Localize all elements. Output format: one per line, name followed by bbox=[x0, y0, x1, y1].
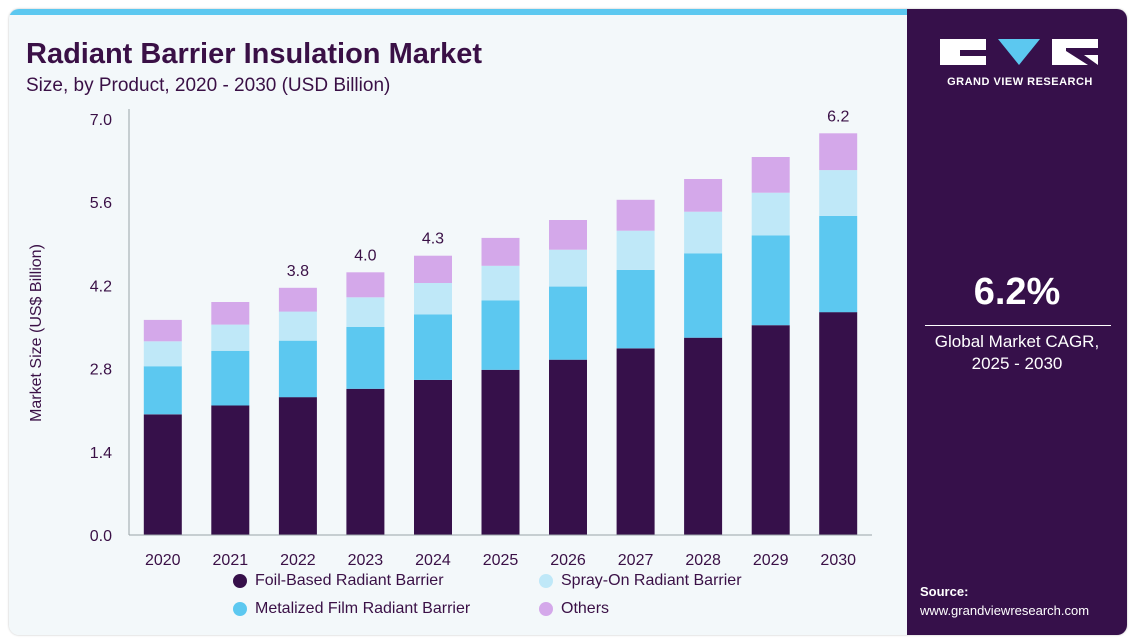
bar-segment-spray-on-radiant-barrier-2022 bbox=[278, 311, 317, 341]
x-tick-label-2029: 2029 bbox=[753, 552, 789, 569]
x-tick-label-2028: 2028 bbox=[685, 552, 721, 569]
bar-segment-foil-based-radiant-barrier-2023 bbox=[346, 388, 385, 535]
bar-segment-others-2026 bbox=[549, 220, 587, 250]
bar-segment-foil-based-radiant-barrier-2028 bbox=[684, 337, 723, 535]
y-tick-label: 0.0 bbox=[90, 528, 112, 545]
cagr-value: 6.2% bbox=[973, 271, 1061, 313]
bar-segment-foil-based-radiant-barrier-2020 bbox=[143, 414, 182, 535]
bar-segment-spray-on-radiant-barrier-2025 bbox=[481, 265, 520, 301]
bar-segment-metalized-film-radiant-barrier-2029 bbox=[751, 235, 790, 326]
bar-segment-foil-based-radiant-barrier-2027 bbox=[616, 348, 655, 535]
bar-segment-spray-on-radiant-barrier-2028 bbox=[684, 211, 723, 254]
cagr-label: Global Market CAGR, 2025 - 2030 bbox=[907, 331, 1127, 375]
x-tick-label-2020: 2020 bbox=[145, 552, 181, 569]
legend-swatch-others bbox=[539, 602, 553, 616]
bar-segment-foil-based-radiant-barrier-2025 bbox=[481, 369, 520, 535]
value-label-2023: 4.0 bbox=[354, 247, 376, 264]
legend: Foil-Based Radiant Barrier Spray-On Radi… bbox=[233, 572, 853, 622]
chart-subtitle: Size, by Product, 2020 - 2030 (USD Billi… bbox=[26, 75, 391, 96]
x-tick-label-2025: 2025 bbox=[483, 552, 519, 569]
bar-segment-others-2020 bbox=[143, 319, 182, 342]
bar-segment-spray-on-radiant-barrier-2027 bbox=[616, 230, 655, 270]
bar-segment-others-2025 bbox=[481, 237, 520, 266]
bar-segment-spray-on-radiant-barrier-2029 bbox=[751, 192, 790, 236]
value-label-2024: 4.3 bbox=[422, 231, 444, 248]
y-tick-label: 2.8 bbox=[90, 362, 112, 379]
bar-segment-foil-based-radiant-barrier-2029 bbox=[751, 325, 790, 535]
bar-segment-spray-on-radiant-barrier-2023 bbox=[346, 297, 385, 327]
legend-label-others: Others bbox=[561, 600, 610, 617]
bar-segment-metalized-film-radiant-barrier-2022 bbox=[278, 340, 317, 398]
bar-segment-spray-on-radiant-barrier-2030 bbox=[819, 170, 858, 216]
x-tick-label-2023: 2023 bbox=[348, 552, 384, 569]
bar-segment-others-2029 bbox=[751, 157, 790, 193]
legend-item-foil: Foil-Based Radiant Barrier bbox=[233, 572, 444, 590]
value-label-2030: 6.2 bbox=[827, 108, 849, 125]
cagr-label-line1: Global Market CAGR, bbox=[934, 332, 1100, 351]
legend-item-others: Others bbox=[539, 600, 609, 618]
x-tick-label-2022: 2022 bbox=[280, 552, 316, 569]
x-tick-label-2026: 2026 bbox=[550, 552, 586, 569]
bar-segment-foil-based-radiant-barrier-2021 bbox=[211, 405, 250, 535]
bar-segment-foil-based-radiant-barrier-2026 bbox=[549, 359, 587, 535]
bar-segment-foil-based-radiant-barrier-2024 bbox=[414, 379, 452, 535]
legend-item-spray: Spray-On Radiant Barrier bbox=[539, 572, 742, 590]
bar-segment-metalized-film-radiant-barrier-2021 bbox=[211, 350, 250, 406]
bar-segment-metalized-film-radiant-barrier-2025 bbox=[481, 300, 520, 370]
x-tick-label-2021: 2021 bbox=[213, 552, 249, 569]
bar-segment-others-2028 bbox=[684, 179, 723, 212]
info-panel: GRAND VIEW RESEARCH 6.2% Global Market C… bbox=[907, 9, 1127, 635]
source-label: Source: bbox=[920, 584, 969, 599]
bar-segment-foil-based-radiant-barrier-2022 bbox=[278, 397, 317, 535]
chart-title: Radiant Barrier Insulation Market bbox=[26, 38, 483, 70]
bar-segment-others-2022 bbox=[278, 287, 317, 312]
bar-segment-spray-on-radiant-barrier-2024 bbox=[414, 283, 452, 315]
legend-swatch-metalized bbox=[233, 602, 247, 616]
bar-segment-others-2024 bbox=[414, 255, 452, 283]
bar-segment-metalized-film-radiant-barrier-2030 bbox=[819, 215, 858, 313]
accent-top-bar bbox=[9, 9, 907, 15]
legend-label-spray: Spray-On Radiant Barrier bbox=[561, 572, 742, 589]
y-tick-label: 4.2 bbox=[90, 278, 112, 295]
grand-view-research-logo bbox=[940, 39, 1098, 65]
cagr-divider bbox=[925, 325, 1111, 326]
bar-segment-others-2030 bbox=[819, 133, 858, 171]
bar-segment-foil-based-radiant-barrier-2030 bbox=[819, 312, 858, 535]
cagr-label-line2: 2025 - 2030 bbox=[971, 354, 1063, 373]
y-tick-label: 1.4 bbox=[90, 445, 112, 462]
bar-segment-spray-on-radiant-barrier-2020 bbox=[143, 341, 182, 367]
legend-item-metalized: Metalized Film Radiant Barrier bbox=[233, 600, 470, 618]
bar-segment-others-2027 bbox=[616, 199, 655, 231]
bar-segment-metalized-film-radiant-barrier-2023 bbox=[346, 327, 385, 389]
bar-segment-others-2023 bbox=[346, 272, 385, 298]
bar-segment-metalized-film-radiant-barrier-2024 bbox=[414, 314, 452, 380]
y-tick-label: 7.0 bbox=[90, 112, 112, 129]
x-tick-label-2030: 2030 bbox=[820, 552, 856, 569]
bars bbox=[143, 133, 858, 535]
x-tick-label-2027: 2027 bbox=[618, 552, 654, 569]
legend-swatch-foil bbox=[233, 574, 247, 588]
legend-label-metalized: Metalized Film Radiant Barrier bbox=[255, 600, 471, 617]
bar-segment-metalized-film-radiant-barrier-2027 bbox=[616, 269, 655, 349]
x-axis-ticks: 2020 2021 2022 2023 2024 2025 2026 2027 2028 2029… bbox=[145, 552, 856, 569]
logo-text: GRAND VIEW RESEARCH bbox=[947, 76, 1093, 88]
y-axis-ticks: 0.0 1.4 2.8 4.2 5.6 7.0 bbox=[90, 112, 112, 545]
bar-segment-spray-on-radiant-barrier-2021 bbox=[211, 324, 250, 351]
value-label-2022: 3.8 bbox=[287, 263, 309, 280]
legend-swatch-spray bbox=[539, 574, 553, 588]
y-tick-label: 5.6 bbox=[90, 195, 112, 212]
x-tick-label-2024: 2024 bbox=[415, 552, 451, 569]
stacked-bar-chart: 0.01.42.84.25.67.0 2020 2021 2022 2023 2024 2… bbox=[90, 108, 872, 569]
legend-label-foil: Foil-Based Radiant Barrier bbox=[255, 572, 444, 589]
bar-segment-metalized-film-radiant-barrier-2020 bbox=[143, 366, 182, 415]
bar-segment-metalized-film-radiant-barrier-2026 bbox=[549, 286, 587, 360]
value-labels: 3.8 4.0 4.3 6.2 bbox=[287, 108, 850, 280]
bar-segment-others-2021 bbox=[211, 302, 250, 325]
infographic-card: Radiant Barrier Insulation Market Size, … bbox=[9, 9, 1127, 635]
source-link[interactable]: www.grandviewresearch.com bbox=[920, 603, 1090, 618]
bar-segment-spray-on-radiant-barrier-2026 bbox=[549, 249, 587, 287]
bar-segment-metalized-film-radiant-barrier-2028 bbox=[684, 253, 723, 338]
